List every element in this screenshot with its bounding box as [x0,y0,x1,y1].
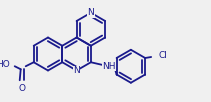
Text: Cl: Cl [158,52,167,60]
Text: NH: NH [102,62,116,71]
Text: HO: HO [0,60,10,69]
Text: N: N [73,66,80,75]
Text: O: O [18,84,25,93]
Text: N: N [88,8,94,17]
